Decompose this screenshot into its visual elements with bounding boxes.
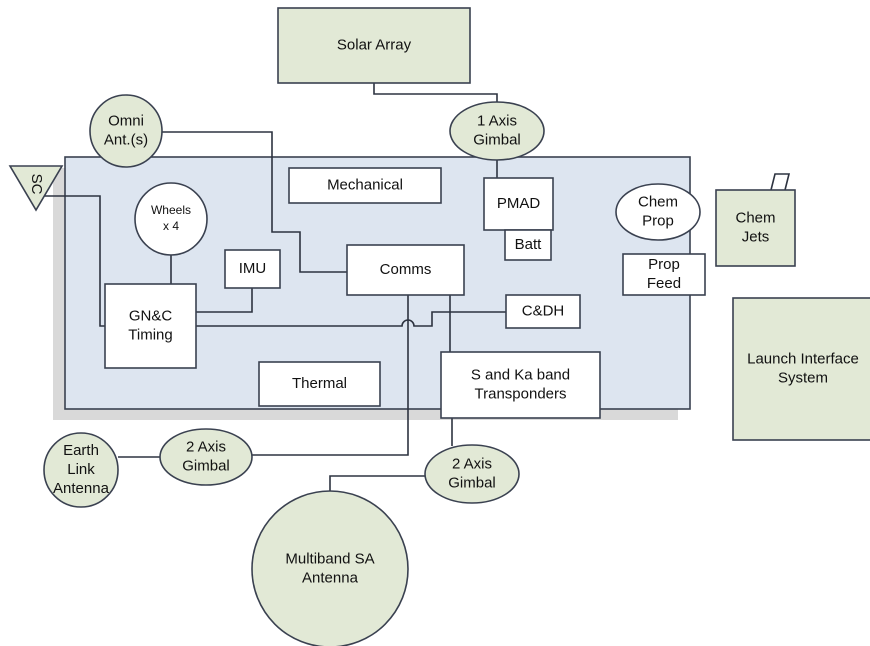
node-label: Earth — [63, 442, 99, 459]
node-label: Antenna — [53, 480, 110, 497]
node-label: 2 Axis — [186, 438, 226, 455]
node-label: Gimbal — [448, 474, 496, 491]
node-box — [732, 297, 870, 441]
node-box — [346, 244, 465, 296]
node-label: Antenna — [302, 569, 359, 586]
node-box — [483, 177, 554, 231]
node-box — [622, 253, 706, 296]
node-label: SC — [28, 174, 45, 195]
node-label: Feed — [647, 275, 681, 292]
node-ellipse — [449, 101, 545, 161]
node-label: Batt — [515, 236, 543, 253]
node-ellipse — [615, 183, 701, 241]
node-box — [288, 167, 442, 204]
node-label: Prop — [642, 212, 674, 229]
node-box — [504, 229, 552, 261]
node-label: Launch Interface — [747, 350, 859, 367]
node-label: 2 Axis — [452, 455, 492, 472]
node-label: Solar Array — [337, 36, 412, 53]
node-label: PMAD — [497, 195, 541, 212]
node-label: Comms — [380, 261, 432, 278]
node-circle — [134, 182, 208, 256]
node-box — [277, 7, 471, 84]
node-circle — [43, 432, 119, 508]
node-label: Mechanical — [327, 176, 403, 193]
node-box — [440, 351, 601, 419]
node-label: GN&C — [129, 307, 173, 324]
node-label: Ant.(s) — [104, 131, 148, 148]
node-label: Gimbal — [182, 457, 230, 474]
node-box — [258, 361, 381, 407]
node-label: C&DH — [522, 302, 565, 319]
node-label: 1 Axis — [477, 112, 517, 129]
node-circle — [251, 490, 409, 646]
node-label: Chem — [735, 209, 775, 226]
node-circle — [89, 94, 163, 168]
node-box — [224, 249, 281, 289]
node-label: Timing — [128, 326, 172, 343]
node-box — [104, 283, 197, 369]
node-label: Thermal — [292, 375, 347, 392]
node-box — [715, 189, 796, 267]
node-label: Transponders — [475, 385, 567, 402]
node-label: Multiband SA — [285, 550, 374, 567]
node-label: Chem — [638, 193, 678, 210]
node-label: Gimbal — [473, 131, 521, 148]
node-ellipse — [159, 428, 253, 486]
node-triangle — [8, 165, 64, 212]
node-label: Omni — [108, 112, 144, 129]
node-label: System — [778, 369, 828, 386]
node-box — [505, 294, 581, 329]
node-label: Link — [67, 461, 95, 478]
node-ellipse — [424, 444, 520, 504]
connectors — [42, 83, 791, 491]
node-label: Jets — [742, 228, 770, 245]
node-label: Prop — [648, 256, 680, 273]
node-label: S and Ka band — [471, 366, 570, 383]
node-label: Wheels — [151, 203, 191, 217]
node-label: IMU — [239, 260, 267, 277]
node-label: x 4 — [163, 219, 179, 233]
